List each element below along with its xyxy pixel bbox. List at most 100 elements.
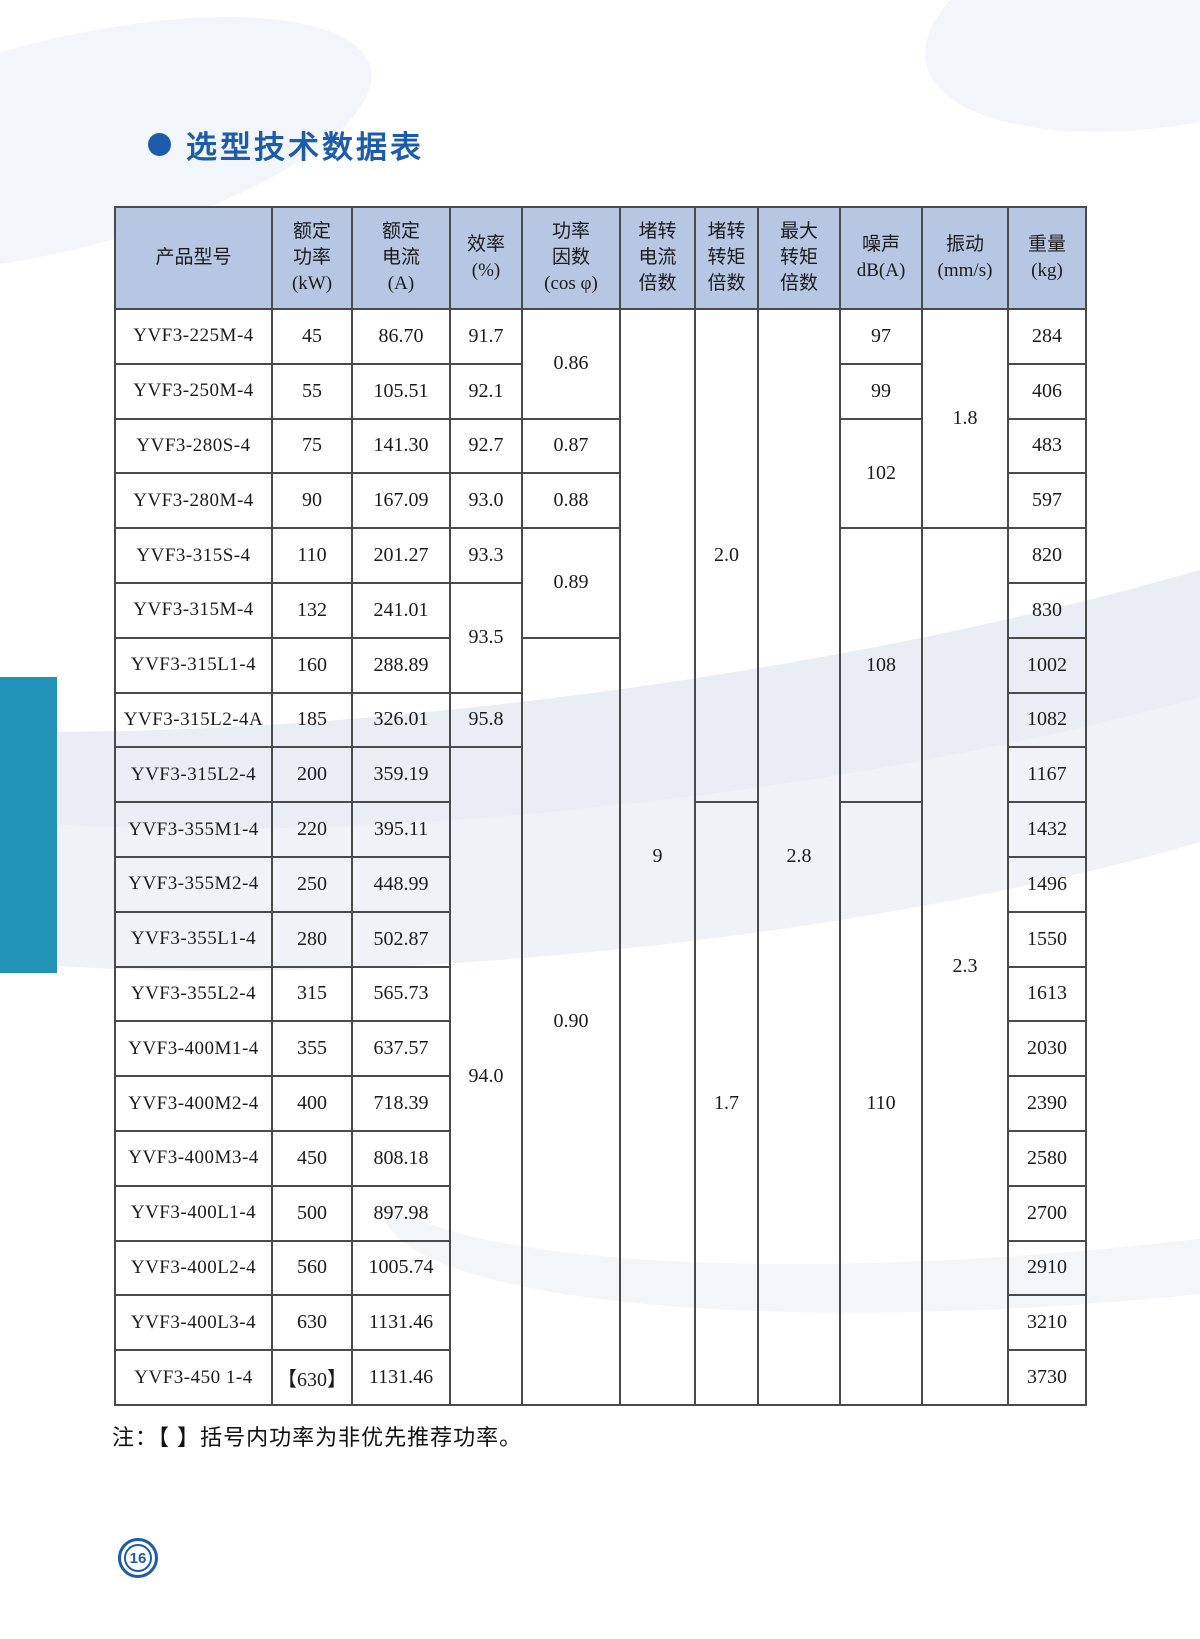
- cell-weight: 2700: [1007, 1184, 1087, 1242]
- cell-model: YVF3-355L2-4: [114, 965, 273, 1023]
- cell-noise: 102: [839, 417, 923, 530]
- page-number: 16: [124, 1544, 152, 1572]
- cell-pf: 0.86: [521, 308, 621, 420]
- footnote: 注：【 】括号内功率为非优先推荐功率。: [112, 1425, 523, 1450]
- cell-power: 132: [271, 581, 353, 639]
- cell-weight: 830: [1007, 581, 1087, 639]
- table-row: YVF3-315L2-4 200 359.19 94.0 1167: [114, 746, 1087, 1406]
- cell-weight: 1082: [1007, 691, 1087, 749]
- col-header-power: 额定 功率 (kW): [271, 206, 353, 310]
- table-row: YVF3-400L2-4 560 1005.74 2910: [114, 1239, 1087, 1297]
- cell-current: 808.18: [351, 1129, 451, 1187]
- cell-eff: 95.8: [449, 691, 523, 749]
- cell-model: YVF3-400M1-4: [114, 1020, 273, 1078]
- col-header-current: 额定 电流 (A): [351, 206, 451, 310]
- cell-weight: 483: [1007, 417, 1087, 475]
- cell-model: YVF3-400M2-4: [114, 1075, 273, 1132]
- cell-power: 160: [271, 636, 353, 694]
- table-row: YVF3-355L2-4 315 565.73 1613: [114, 965, 1087, 1023]
- cell-power: 110: [271, 527, 353, 584]
- cell-model: YVF3-315S-4: [114, 527, 273, 584]
- cell-eff: 93.5: [449, 581, 523, 694]
- cell-current: 565.73: [351, 965, 451, 1023]
- cell-current: 395.11: [351, 801, 451, 858]
- cell-weight: 406: [1007, 362, 1087, 420]
- cell-power: 400: [271, 1075, 353, 1132]
- table-row: YVF3-355M1-4 220 395.11 1.7 110 1432: [114, 801, 1087, 1406]
- cell-current: 448.99: [351, 855, 451, 913]
- page-title: 选型技术数据表: [186, 130, 424, 165]
- cell-power: 315: [271, 965, 353, 1023]
- cell-noise: 110: [839, 801, 923, 1406]
- table-row: YVF3-400L1-4 500 897.98 2700: [114, 1184, 1087, 1242]
- title-bullet-icon: [148, 133, 171, 156]
- cell-weight: 1496: [1007, 855, 1087, 913]
- cell-power: 250: [271, 855, 353, 913]
- cell-eff: 92.1: [449, 362, 523, 420]
- cell-weight: 2390: [1007, 1075, 1087, 1132]
- cell-power: 560: [271, 1239, 353, 1297]
- cell-model: YVF3-400M3-4: [114, 1129, 273, 1187]
- cell-power: 630: [271, 1294, 353, 1352]
- cell-weight: 284: [1007, 308, 1087, 365]
- cell-pf: 0.87: [521, 417, 621, 475]
- cell-model: YVF3-400L1-4: [114, 1184, 273, 1242]
- cell-model: YVF3-315L1-4: [114, 636, 273, 694]
- cell-lrc: 9: [619, 308, 696, 1406]
- cell-eff: 91.7: [449, 308, 523, 365]
- table-row: YVF3-400L3-4 630 1131.46 3210: [114, 1294, 1087, 1352]
- cell-power: 450: [271, 1129, 353, 1187]
- cell-power: 55: [271, 362, 353, 420]
- table-row: YVF3-355M2-4 250 448.99 1496: [114, 855, 1087, 913]
- table-row: YVF3-250M-4 55 105.51 92.1 99 406: [114, 362, 1087, 420]
- col-header-weight: 重量 (kg): [1007, 206, 1087, 310]
- cell-model: YVF3-315M-4: [114, 581, 273, 639]
- cell-weight: 2580: [1007, 1129, 1087, 1187]
- cell-weight: 1002: [1007, 636, 1087, 694]
- cell-current: 1131.46: [351, 1294, 451, 1352]
- cell-vib: 2.3: [921, 527, 1009, 1406]
- header-row: 产品型号 额定 功率 (kW) 额定 电流 (A) 效率 (%) 功率 因数 (…: [114, 206, 1087, 310]
- table-row: YVF3-315S-4 110 201.27 93.3 0.89 108 2.3…: [114, 527, 1087, 1406]
- cell-weight: 2030: [1007, 1020, 1087, 1078]
- cell-current: 637.57: [351, 1020, 451, 1078]
- col-header-maxt: 最大 转矩 倍数: [757, 206, 841, 310]
- cell-power: 【630】: [271, 1349, 353, 1406]
- cell-pf: 0.89: [521, 527, 621, 639]
- cell-current: 897.98: [351, 1184, 451, 1242]
- table-row: YVF3-400M3-4 450 808.18 2580: [114, 1129, 1087, 1187]
- cell-model: YVF3-400L3-4: [114, 1294, 273, 1352]
- cell-weight: 3730: [1007, 1349, 1087, 1406]
- cell-model: YVF3-355L1-4: [114, 910, 273, 968]
- cell-current: 359.19: [351, 746, 451, 804]
- cell-current: 288.89: [351, 636, 451, 694]
- cell-pf: 0.90: [521, 636, 621, 1406]
- cell-weight: 1432: [1007, 801, 1087, 858]
- cell-model: YVF3-315L2-4A: [114, 691, 273, 749]
- cell-power: 185: [271, 691, 353, 749]
- table-row: YVF3-355L1-4 280 502.87 1550: [114, 910, 1087, 968]
- table-row: YVF3-315L2-4A 185 326.01 95.8 1082: [114, 691, 1087, 749]
- cell-weight: 1613: [1007, 965, 1087, 1023]
- cell-power: 200: [271, 746, 353, 804]
- cell-weight: 1550: [1007, 910, 1087, 968]
- cell-weight: 1167: [1007, 746, 1087, 804]
- cell-current: 718.39: [351, 1075, 451, 1132]
- col-header-pf: 功率 因数 (cos φ): [521, 206, 621, 310]
- cell-current: 241.01: [351, 581, 451, 639]
- section-title: 选型技术数据表: [148, 122, 424, 167]
- cell-model: YVF3-355M2-4: [114, 855, 273, 913]
- cell-weight: 820: [1007, 527, 1087, 584]
- cell-noise: 108: [839, 527, 923, 804]
- cell-power: 280: [271, 910, 353, 968]
- table-row: YVF3-400M2-4 400 718.39 2390: [114, 1075, 1087, 1132]
- table-row: YVF3-280S-4 75 141.30 92.7 0.87 102 483: [114, 417, 1087, 530]
- table-row: YVF3-280M-4 90 167.09 93.0 0.88 597: [114, 472, 1087, 530]
- wave-decoration-top-right: [902, 0, 1200, 176]
- table-row: YVF3-315L1-4 160 288.89 0.90 1002: [114, 636, 1087, 1406]
- col-header-lrt: 堵转 转矩 倍数: [694, 206, 759, 310]
- table-row: YVF3-450 1-4 【630】 1131.46 3730: [114, 1349, 1087, 1406]
- table-row: YVF3-225M-4 45 86.70 91.7 0.86 9 2.0 2.8…: [114, 307, 1087, 1406]
- cell-power: 90: [271, 472, 353, 530]
